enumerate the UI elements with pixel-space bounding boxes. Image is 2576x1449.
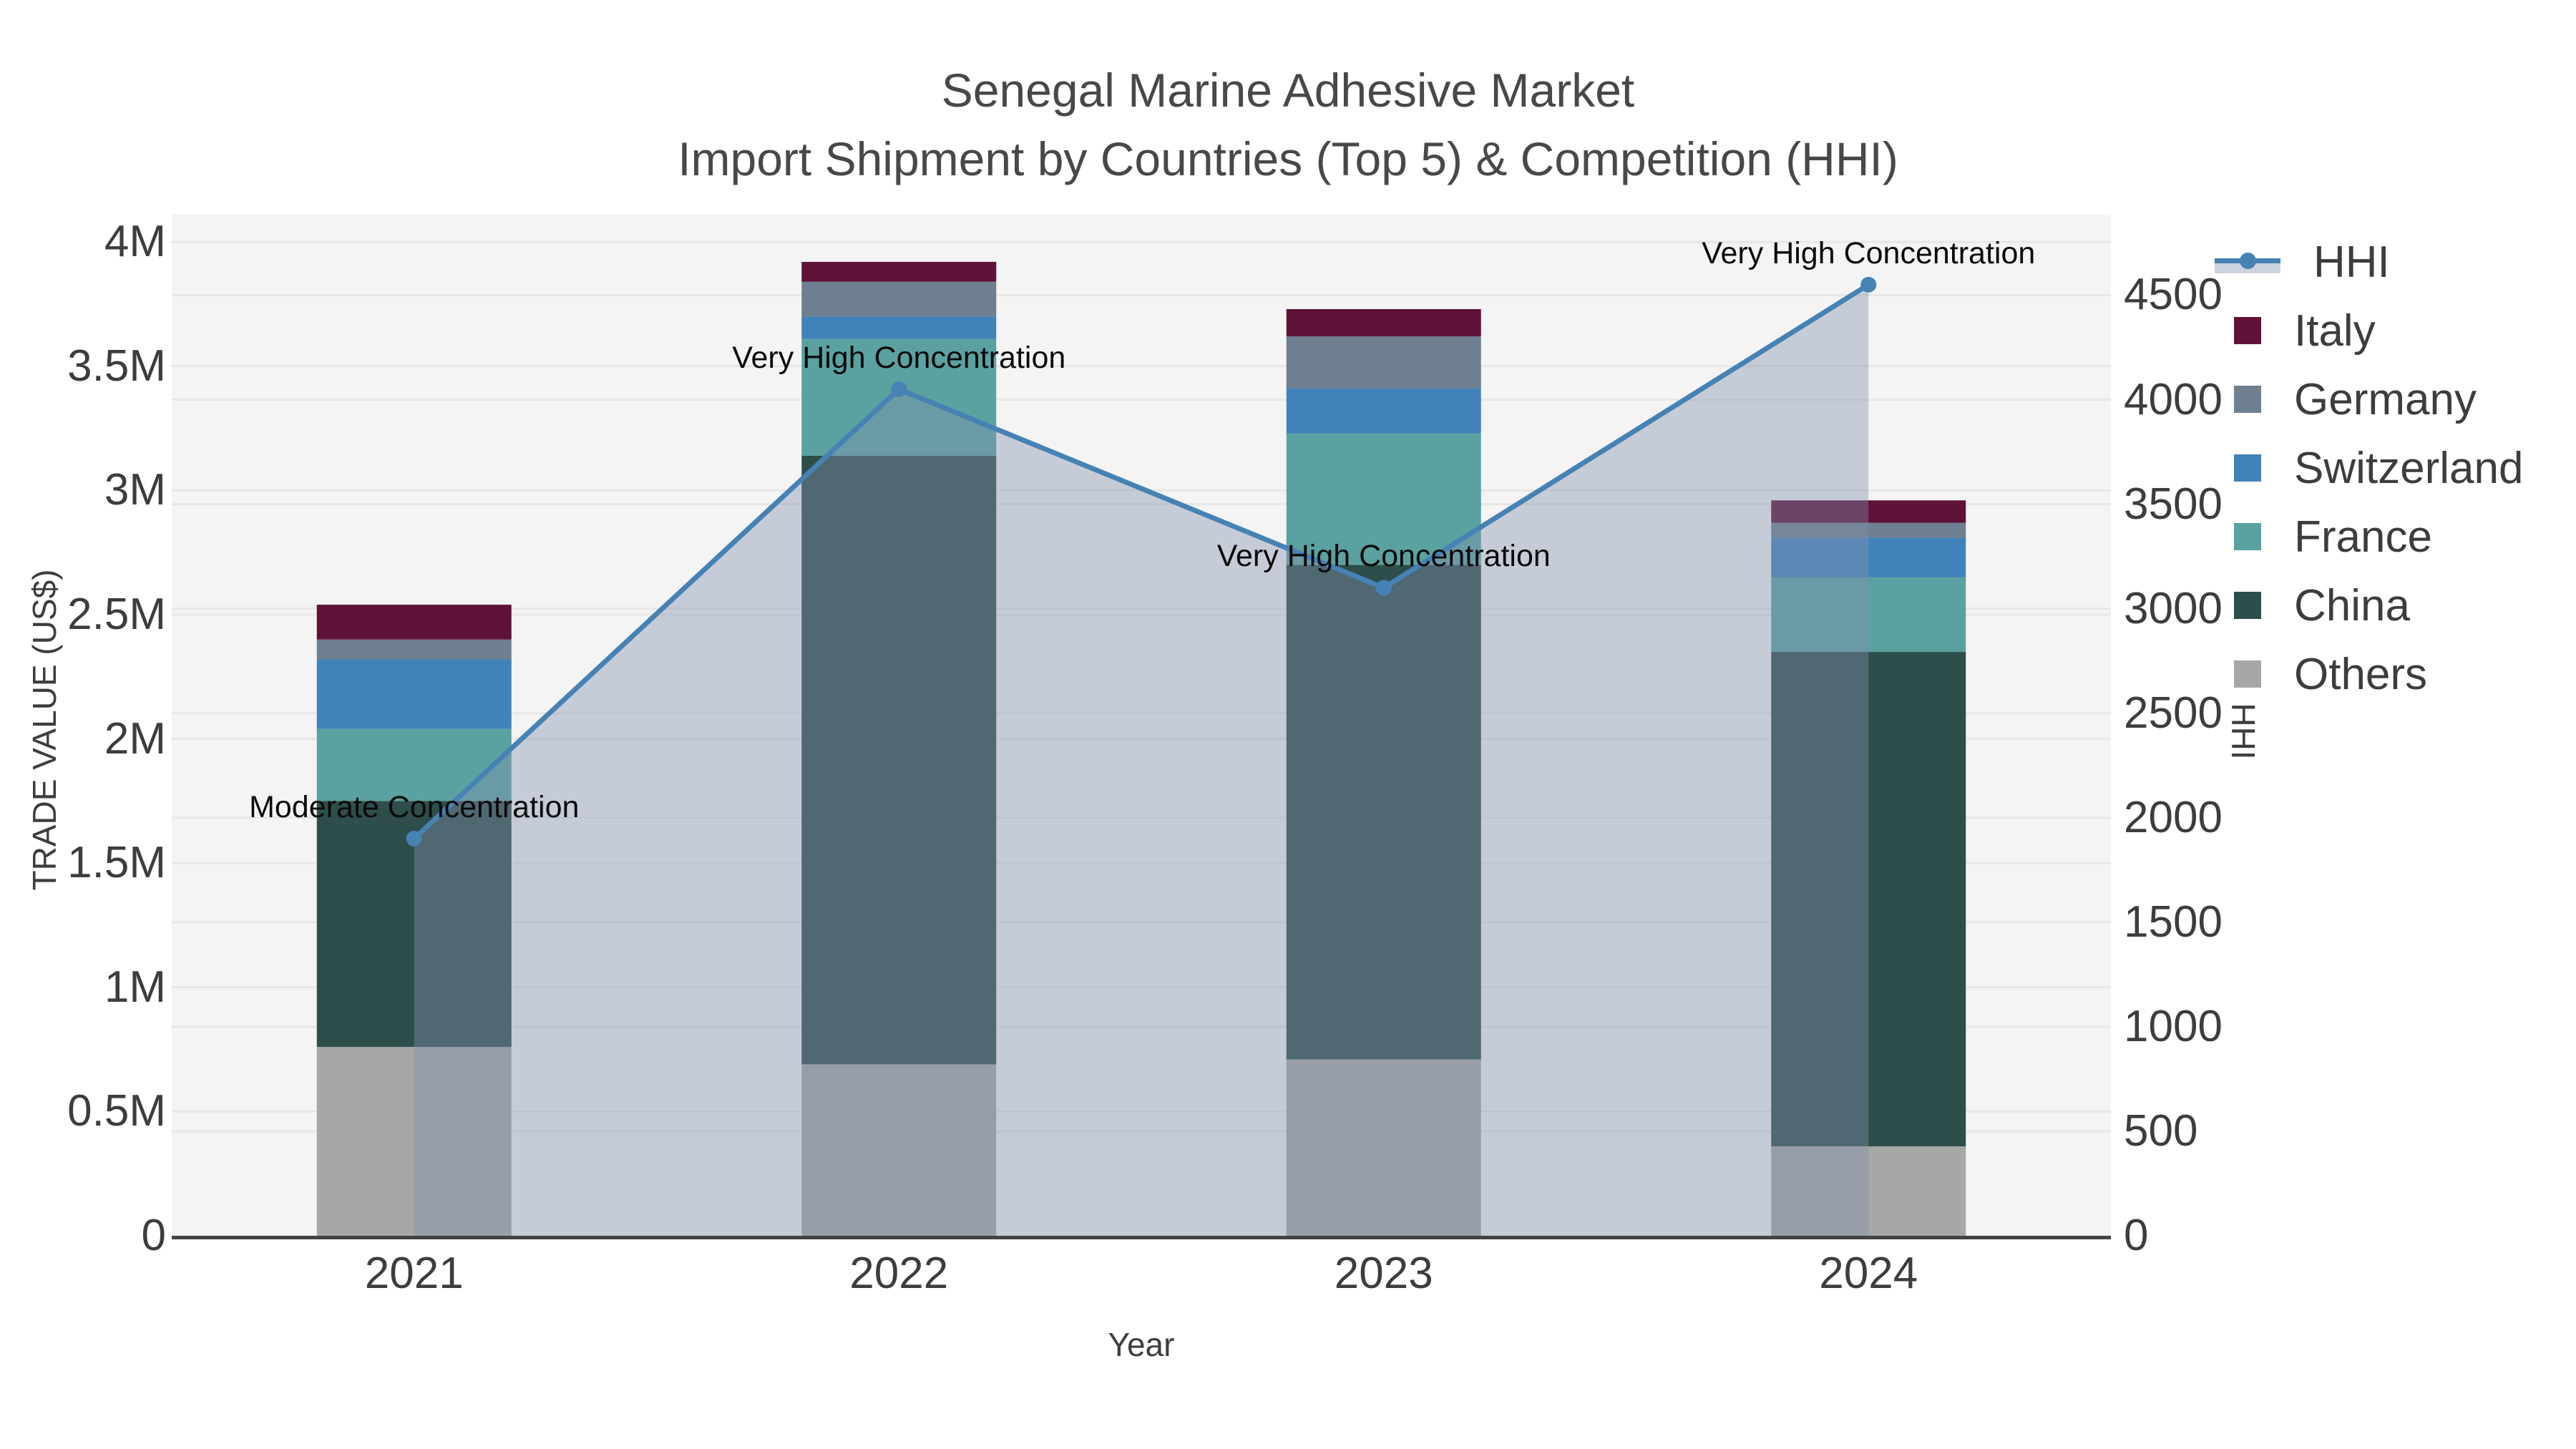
legend-item-hhi[interactable]: HHI <box>2215 228 2572 296</box>
hhi-marker-2022 <box>891 381 907 397</box>
legend-label-china: China <box>2294 580 2410 630</box>
x-tick-2021: 2021 <box>364 1249 464 1298</box>
y2-axis-title: HHI <box>2225 703 2262 760</box>
bar-segment-switzerland-2022 <box>801 316 997 339</box>
hhi-marker-2023 <box>1375 580 1392 596</box>
legend-swatch-switzerland <box>2234 454 2261 482</box>
y-tick-4M: 4M <box>104 217 166 267</box>
bar-segment-china-2022 <box>801 455 997 1065</box>
legend-swatch-france <box>2234 523 2261 550</box>
hhi-area <box>414 284 1869 1236</box>
legend-label-germany: Germany <box>2294 374 2477 424</box>
bar-segment-italy-2021 <box>316 605 512 640</box>
legend-label-others: Others <box>2294 649 2428 699</box>
legend-swatch-others <box>2234 660 2261 688</box>
bar-segment-italy-2022 <box>801 261 997 282</box>
y-tick-0.5M: 0.5M <box>67 1086 166 1136</box>
y2-tick-4000: 4000 <box>2124 374 2223 424</box>
y-tick-3.5M: 3.5M <box>67 341 166 391</box>
y2-tick-2500: 2500 <box>2124 688 2223 738</box>
x-axis-line <box>172 1236 2111 1239</box>
y2-tick-3000: 3000 <box>2124 583 2223 633</box>
bar-segment-france-2023 <box>1286 433 1481 565</box>
hhi-marker-2024 <box>1860 276 1877 293</box>
bar-segment-china-2024 <box>1771 652 1966 1147</box>
y-tick-1M: 1M <box>104 962 166 1012</box>
legend-swatch-china <box>2234 592 2261 619</box>
bar-segment-germany-2023 <box>1286 336 1481 389</box>
bar-segment-italy-2024 <box>1771 500 1966 523</box>
legend-swatch-italy <box>2234 317 2261 344</box>
x-tick-2022: 2022 <box>849 1249 949 1298</box>
bar-segment-france-2022 <box>801 338 997 456</box>
bar-segment-france-2024 <box>1771 577 1966 653</box>
y-tick-0: 0 <box>141 1211 166 1260</box>
bar-segment-others-2021 <box>316 1047 512 1236</box>
legend-label-switzerland: Switzerland <box>2294 443 2524 493</box>
y-tick-3M: 3M <box>104 465 166 515</box>
bar-segment-others-2024 <box>1771 1146 1966 1236</box>
y2-tick-0: 0 <box>2124 1211 2149 1260</box>
annotation-2024: Very High Concentration <box>1702 235 2036 270</box>
legend-swatch-germany <box>2234 386 2261 413</box>
x-tick-2023: 2023 <box>1334 1249 1433 1298</box>
y2-tick-4500: 4500 <box>2124 270 2223 320</box>
y2-tick-500: 500 <box>2124 1106 2198 1156</box>
hhi-line <box>412 282 1870 841</box>
y-tick-2M: 2M <box>104 713 166 763</box>
hhi-marker-2021 <box>406 830 422 847</box>
bar-segment-switzerland-2021 <box>316 659 512 729</box>
legend-label-italy: Italy <box>2294 306 2376 356</box>
y-axis-title: TRADE VALUE (US$) <box>26 569 63 891</box>
legend-item-italy[interactable]: Italy <box>2215 296 2572 365</box>
legend-label-france: France <box>2294 512 2432 562</box>
y2-tick-2000: 2000 <box>2124 792 2223 842</box>
chart-subtitle: Import Shipment by Countries (Top 5) & C… <box>678 132 1898 185</box>
legend-item-china[interactable]: China <box>2215 571 2572 640</box>
bar-segment-germany-2024 <box>1771 522 1966 538</box>
y2-tick-1500: 1500 <box>2124 897 2223 947</box>
legend-item-others[interactable]: Others <box>2215 640 2572 708</box>
legend-item-france[interactable]: France <box>2215 502 2572 571</box>
annotation-2021: Moderate Concentration <box>249 789 580 824</box>
annotation-2022: Very High Concentration <box>732 340 1066 375</box>
y2-tick-3500: 3500 <box>2124 479 2223 529</box>
bar-segment-france-2021 <box>316 728 512 801</box>
y-tick-2.5M: 2.5M <box>67 589 166 639</box>
legend-item-germany[interactable]: Germany <box>2215 365 2572 434</box>
bar-segment-germany-2022 <box>801 281 997 317</box>
y-tick-1.5M: 1.5M <box>67 838 166 888</box>
y2-tick-1000: 1000 <box>2124 1001 2223 1051</box>
bar-segment-china-2023 <box>1286 565 1481 1060</box>
annotation-2023: Very High Concentration <box>1216 539 1551 574</box>
bar-segment-others-2023 <box>1286 1059 1481 1236</box>
bar-segment-others-2022 <box>801 1064 997 1236</box>
bar-segment-switzerland-2023 <box>1286 389 1481 434</box>
chart-title: Senegal Marine Adhesive Market <box>941 64 1635 117</box>
bar-segment-switzerland-2024 <box>1771 537 1966 577</box>
legend-item-switzerland[interactable]: Switzerland <box>2215 434 2572 502</box>
legend-label-hhi: HHI <box>2313 237 2390 287</box>
x-tick-2024: 2024 <box>1819 1249 1918 1298</box>
bar-segment-italy-2023 <box>1286 308 1481 337</box>
legend-hhi-line-icon <box>2215 248 2280 276</box>
bar-segment-germany-2021 <box>316 639 512 660</box>
x-axis-title: Year <box>1108 1326 1175 1363</box>
